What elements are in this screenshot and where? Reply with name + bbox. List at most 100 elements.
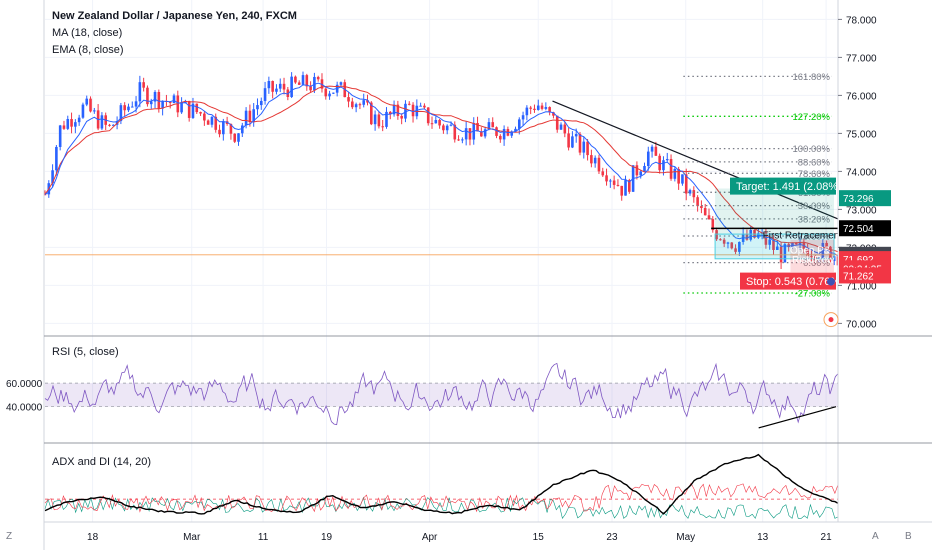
x-tick-label: 23 bbox=[606, 532, 618, 543]
price-tick-label: 77.000 bbox=[846, 53, 877, 64]
candle-body bbox=[388, 111, 392, 115]
x-tick-label: 19 bbox=[321, 532, 333, 543]
candle-body bbox=[381, 126, 384, 128]
candle-body bbox=[77, 117, 81, 123]
candle-body bbox=[775, 246, 779, 250]
candle-body bbox=[491, 122, 495, 128]
price-badge-bg bbox=[839, 190, 891, 207]
candle-body bbox=[237, 133, 240, 142]
candle-body bbox=[297, 82, 301, 85]
candle-body bbox=[187, 100, 191, 118]
candle-body bbox=[430, 123, 434, 125]
candle-body bbox=[772, 239, 775, 250]
candle-body bbox=[715, 230, 718, 240]
candle-body bbox=[711, 219, 715, 231]
candle-body bbox=[100, 115, 104, 129]
candle-body bbox=[404, 103, 407, 119]
candle-body bbox=[544, 107, 548, 109]
candle-body bbox=[426, 107, 430, 124]
candle-body bbox=[351, 101, 354, 108]
stop-label-bg bbox=[740, 272, 836, 290]
candle-body bbox=[700, 206, 703, 209]
candle-body bbox=[536, 105, 540, 110]
candle-body bbox=[309, 86, 312, 91]
price-badge-bg bbox=[839, 220, 891, 237]
candle-body bbox=[267, 81, 271, 89]
candle-body bbox=[172, 95, 176, 104]
candle-body bbox=[703, 208, 707, 216]
candle-body bbox=[191, 103, 195, 118]
candle-body bbox=[673, 168, 677, 179]
back-button[interactable]: B bbox=[905, 531, 912, 542]
candle-body bbox=[271, 81, 274, 92]
candle-body bbox=[43, 194, 47, 196]
x-tick-label: 11 bbox=[258, 532, 269, 543]
candle-body bbox=[373, 114, 377, 125]
candle-body bbox=[362, 100, 366, 105]
candle-body bbox=[146, 87, 149, 105]
candle-body bbox=[643, 166, 646, 172]
candle-body bbox=[282, 83, 286, 90]
candle-body bbox=[605, 175, 608, 182]
stop-zone bbox=[790, 239, 834, 273]
candle-body bbox=[495, 127, 498, 136]
candle-body bbox=[510, 131, 513, 136]
candle-body bbox=[650, 146, 654, 152]
candle-body bbox=[502, 129, 506, 140]
candle-body bbox=[210, 116, 214, 125]
candle-body bbox=[442, 125, 445, 131]
trendline bbox=[552, 100, 839, 220]
candle-body bbox=[332, 92, 335, 94]
candle-body bbox=[127, 106, 130, 111]
candle-body bbox=[567, 133, 570, 148]
price-badge-label: 71.262 bbox=[843, 271, 874, 282]
ema-legend: EMA (8, close) bbox=[52, 44, 124, 56]
candle-body bbox=[66, 119, 70, 129]
candle-body bbox=[119, 105, 123, 122]
candle-body bbox=[480, 131, 483, 137]
candle-body bbox=[407, 103, 411, 105]
target-label: Target: 1.491 (2.08%) bbox=[736, 181, 842, 193]
price-tick-label: 74.000 bbox=[846, 167, 877, 178]
auto-scale-button[interactable]: A bbox=[872, 531, 879, 542]
event-marker bbox=[827, 277, 835, 286]
candle-body bbox=[286, 89, 290, 97]
candle-body bbox=[313, 76, 316, 91]
candle-body bbox=[654, 146, 658, 156]
fib-level-label: -27.00% bbox=[795, 289, 831, 300]
candle-body bbox=[517, 119, 521, 129]
candle-body bbox=[681, 174, 684, 184]
target-label-bg bbox=[730, 177, 836, 195]
candle-body bbox=[305, 75, 309, 87]
candle-body bbox=[396, 104, 400, 116]
candle-body bbox=[142, 82, 145, 88]
candle-body bbox=[472, 122, 476, 140]
candle-body bbox=[609, 180, 612, 182]
candle-body bbox=[540, 105, 544, 109]
candle-body bbox=[571, 136, 574, 148]
candle-body bbox=[514, 128, 517, 132]
candle-body bbox=[199, 112, 202, 114]
candle-body bbox=[263, 88, 267, 101]
x-tick-label: 13 bbox=[757, 532, 769, 543]
candle-body bbox=[525, 107, 529, 116]
candle-body bbox=[358, 104, 362, 106]
candle-body bbox=[696, 197, 699, 207]
candle-body bbox=[533, 108, 536, 110]
candle-body bbox=[476, 122, 479, 132]
price-tick-label: 71.000 bbox=[846, 281, 877, 292]
candle-body bbox=[93, 110, 96, 112]
candle-body bbox=[669, 159, 673, 179]
candle-body bbox=[646, 151, 650, 167]
candle-body bbox=[658, 155, 661, 171]
candle-body bbox=[70, 119, 73, 127]
candle-body bbox=[487, 122, 491, 130]
candle-body bbox=[665, 159, 669, 161]
candle-body bbox=[719, 239, 722, 241]
zoom-button[interactable]: Z bbox=[6, 531, 13, 542]
rsi-line bbox=[44, 362, 839, 426]
fib-level-label: 100.00% bbox=[792, 144, 830, 155]
candle-body bbox=[829, 246, 832, 262]
minus-di-line bbox=[44, 482, 839, 513]
